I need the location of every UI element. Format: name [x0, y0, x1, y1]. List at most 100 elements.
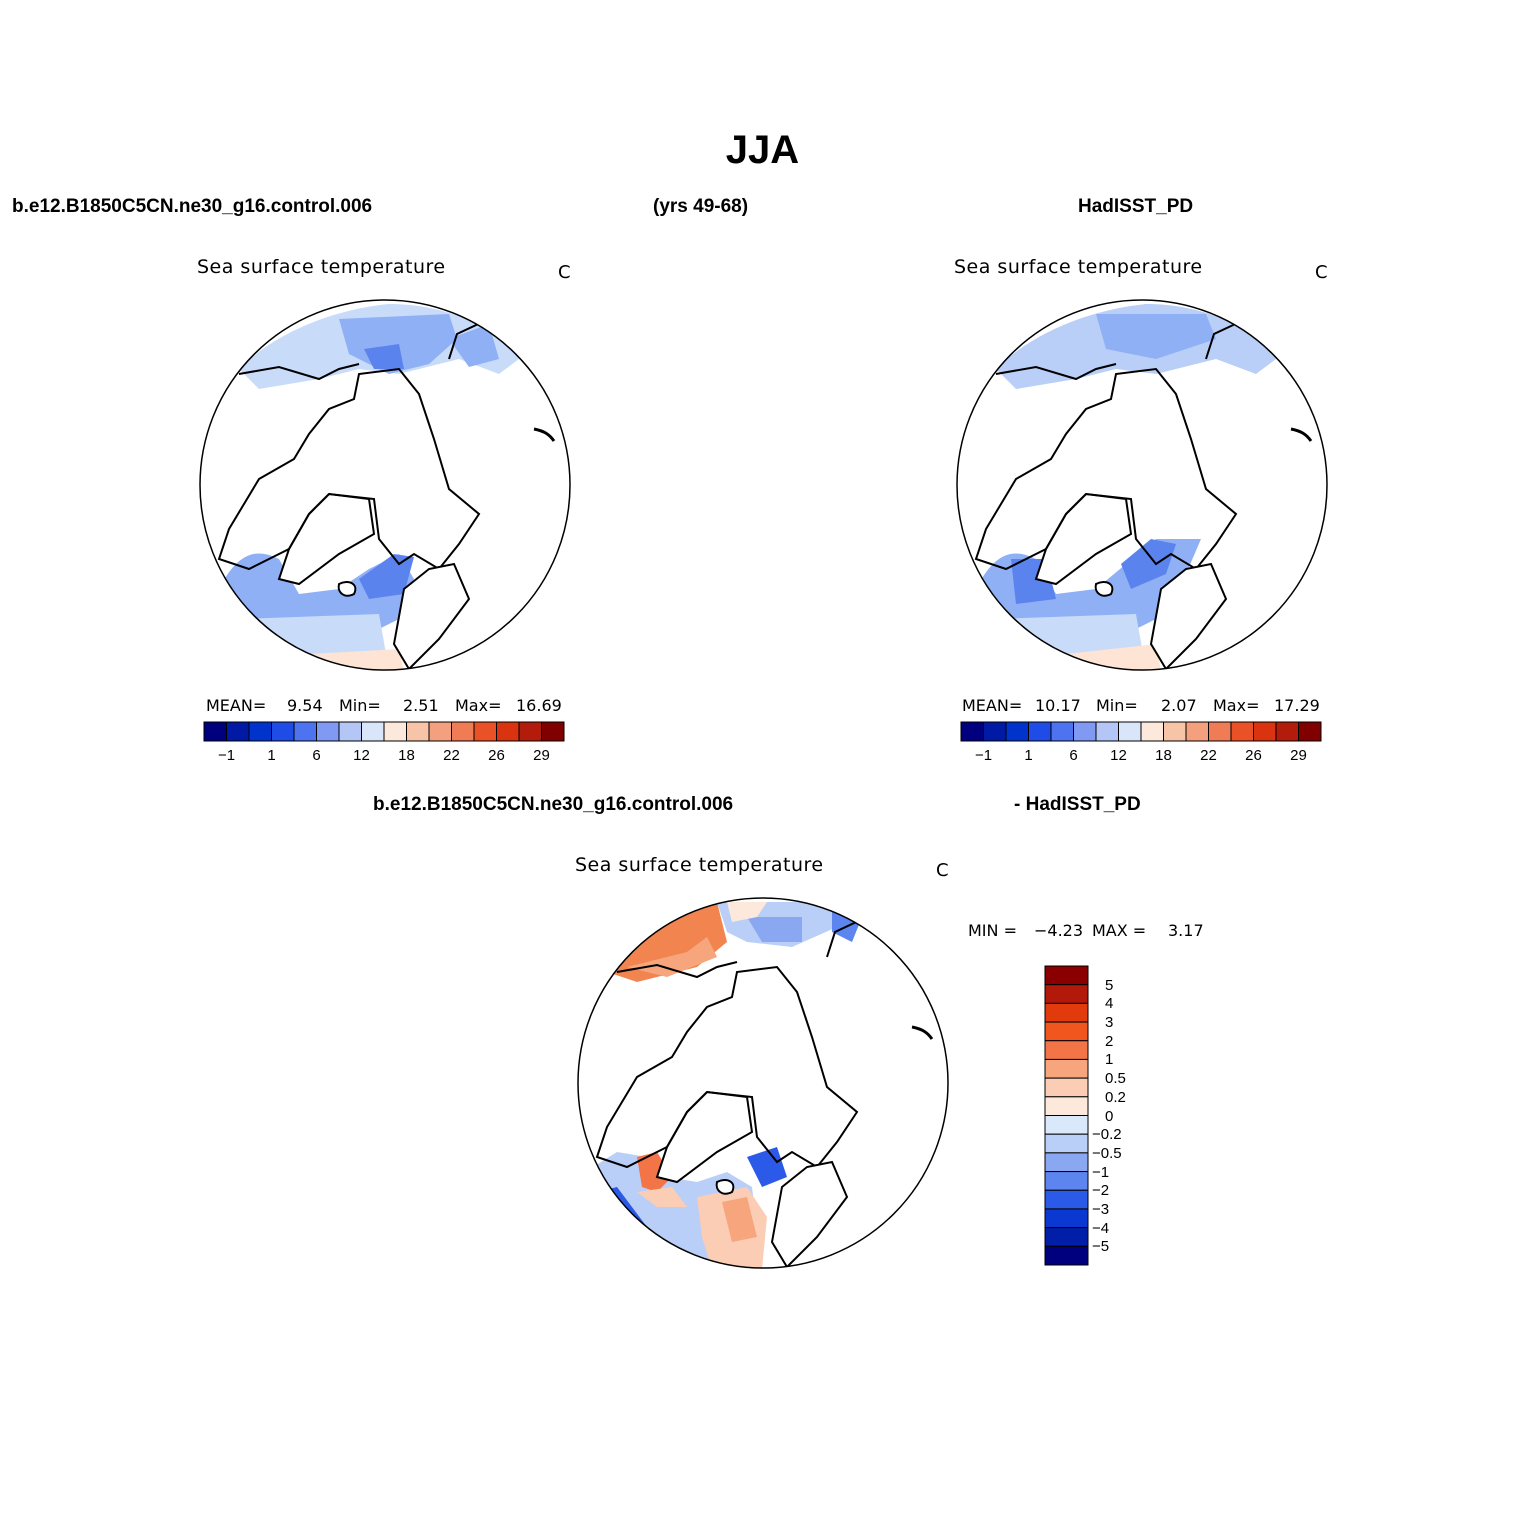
- model-colorbar-swatch: [383, 721, 407, 742]
- diff-stats-max: 3.17: [1168, 921, 1204, 940]
- model-colorbar-swatch: [226, 721, 250, 742]
- model-scandinavia: [392, 562, 471, 670]
- diff-colorbar-label: 3: [1105, 1014, 1114, 1032]
- diff-panel-units: C: [936, 860, 949, 881]
- diff-colorbar-label: −0.5: [1092, 1144, 1122, 1162]
- diff-polar-map: [577, 897, 949, 1269]
- model-colorbar-tick-label: 18: [398, 747, 415, 764]
- diff-colorbar-swatch: [1044, 1133, 1089, 1154]
- model-colorbar-tick-label: 1: [267, 747, 276, 764]
- model-colorbar-swatch: [316, 721, 340, 742]
- diff-colorbar-swatch: [1044, 1189, 1089, 1210]
- diff-colorbar-swatch: [1044, 984, 1089, 1004]
- obs-stats-min-label: Min=: [1096, 696, 1138, 715]
- diff-colorbar-label: −5: [1092, 1238, 1110, 1256]
- obs-colorbar-swatch: [1163, 721, 1187, 742]
- model-colorbar-tick-label: 6: [312, 747, 321, 764]
- model-polar-map: [199, 299, 571, 671]
- obs-stats-mean-label: MEAN=: [962, 696, 1023, 715]
- diff-colorbar-swatch: [1044, 1152, 1089, 1173]
- obs-colorbar-swatch: [983, 721, 1007, 742]
- diff-panel-title: Sea surface temperature: [575, 854, 824, 876]
- diff-colorbar-swatch: [1044, 1171, 1089, 1191]
- obs-colorbar-tick-label: 6: [1069, 747, 1078, 764]
- diff-colorbar-swatch: [1044, 1040, 1089, 1060]
- top-left-case-label: b.e12.B1850C5CN.ne30_g16.control.006: [12, 196, 373, 217]
- model-colorbar-swatch: [248, 721, 272, 742]
- diff-colorbar-label: −3: [1092, 1200, 1110, 1218]
- model-colorbar-tick-label: −1: [217, 747, 236, 764]
- diff-colorbar-label: −0.2: [1092, 1126, 1122, 1144]
- diff-colorbar-label: 0: [1105, 1107, 1114, 1125]
- figure-title: JJA: [725, 128, 800, 172]
- obs-colorbar-tick-label: 29: [1290, 747, 1307, 764]
- obs-colorbar-swatch: [1230, 721, 1254, 742]
- obs-colorbar-swatch: [1073, 721, 1097, 742]
- model-colorbar-swatch: [293, 721, 317, 742]
- diff-colorbar-swatch: [1044, 1077, 1089, 1098]
- model-colorbar-swatch: [338, 721, 362, 742]
- obs-stats-min: 2.07: [1161, 696, 1197, 715]
- obs-colorbar-swatch: [960, 721, 984, 742]
- diff-colorbar-label: 0.5: [1105, 1070, 1126, 1088]
- top-right-obs-label: HadISST_PD: [1078, 196, 1194, 217]
- obs-colorbar-swatch: [1005, 721, 1029, 742]
- model-colorbar-swatch: [473, 721, 497, 742]
- obs-polar-map: [956, 299, 1328, 671]
- model-colorbar-swatch: [406, 721, 430, 742]
- diff-colorbar-swatch: [1044, 1096, 1089, 1116]
- model-stats-min-label: Min=: [339, 696, 381, 715]
- obs-colorbar-labels: −1 1 6 12 18 22 26 29: [961, 747, 1321, 767]
- obs-colorbar-swatch: [1118, 721, 1142, 742]
- model-bering-region: [339, 314, 457, 374]
- obs-colorbar-swatch: [1140, 721, 1164, 742]
- diff-colorbar: [1044, 965, 1089, 1266]
- diff-colorbar-swatch: [1044, 1208, 1089, 1229]
- diff-colorbar-label: 1: [1105, 1051, 1114, 1069]
- model-colorbar-swatch: [541, 721, 565, 742]
- obs-bering-region: [1096, 314, 1216, 359]
- model-colorbar-tick-label: 26: [488, 747, 505, 764]
- obs-colorbar-swatch: [1185, 721, 1209, 742]
- diff-colorbar-swatch: [1044, 1021, 1089, 1042]
- obs-colorbar-swatch: [1050, 721, 1074, 742]
- model-colorbar-swatch: [518, 721, 542, 742]
- diff-colorbar-swatch: [1044, 1245, 1089, 1266]
- diff-colorbar-label: −1: [1092, 1163, 1110, 1181]
- model-colorbar: [203, 721, 565, 742]
- diff-colorbar-label: 0.2: [1105, 1088, 1126, 1106]
- years-label: (yrs 49-68): [653, 196, 749, 217]
- obs-colorbar-tick-label: 22: [1200, 747, 1217, 764]
- obs-colorbar: [960, 721, 1322, 742]
- obs-colorbar-tick-label: 26: [1245, 747, 1262, 764]
- diff-colorbar-labels: 5 4 3 2 1 0.5 0.2 0 −0.2 −0.5 −1 −2 −3 −4 −5: [1092, 966, 1154, 1265]
- obs-colorbar-swatch: [1028, 721, 1052, 742]
- model-colorbar-swatch: [496, 721, 520, 742]
- obs-colorbar-swatch: [1095, 721, 1119, 742]
- model-panel-units: C: [558, 262, 571, 283]
- model-panel-title: Sea surface temperature: [197, 256, 446, 278]
- diff-colorbar-label: −2: [1092, 1182, 1110, 1200]
- obs-colorbar-swatch: [1275, 721, 1299, 742]
- obs-stats-max-label: Max=: [1213, 696, 1260, 715]
- obs-panel-units: C: [1315, 262, 1328, 283]
- obs-stats-mean: 10.17: [1035, 696, 1081, 715]
- bottom-left-case-label: b.e12.B1850C5CN.ne30_g16.control.006: [373, 794, 734, 815]
- model-colorbar-swatch: [361, 721, 385, 742]
- obs-colorbar-tick-label: −1: [974, 747, 993, 764]
- diff-colorbar-swatch: [1044, 1227, 1089, 1247]
- model-colorbar-swatch: [428, 721, 452, 742]
- diff-stats-min: −4.23: [1034, 921, 1084, 940]
- model-stats-max-label: Max=: [455, 696, 502, 715]
- diff-colorbar-swatch: [1044, 965, 1089, 986]
- obs-colorbar-tick-label: 18: [1155, 747, 1172, 764]
- obs-colorbar-tick-label: 1: [1024, 747, 1033, 764]
- diff-colorbar-swatch: [1044, 1002, 1089, 1023]
- obs-colorbar-swatch: [1208, 721, 1232, 742]
- obs-colorbar-swatch: [1253, 721, 1277, 742]
- model-stats-max: 16.69: [516, 696, 562, 715]
- diff-stats-min-label: MIN =: [968, 921, 1017, 940]
- model-colorbar-swatch: [451, 721, 475, 742]
- model-stats-mean-label: MEAN=: [206, 696, 267, 715]
- model-colorbar-tick-label: 22: [443, 747, 460, 764]
